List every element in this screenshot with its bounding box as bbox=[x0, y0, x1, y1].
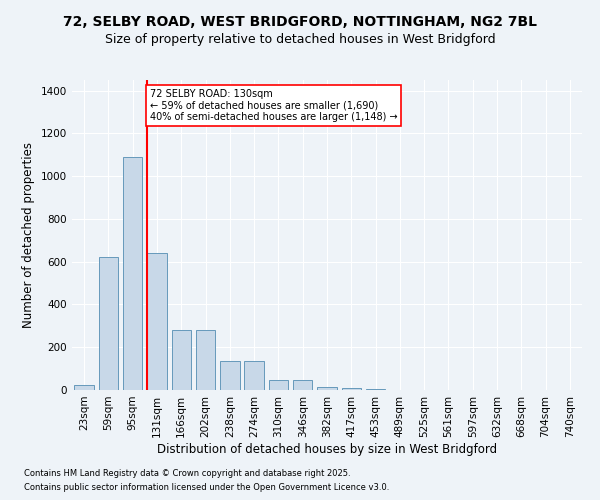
Bar bbox=[172, 330, 191, 390]
X-axis label: Distribution of detached houses by size in West Bridgford: Distribution of detached houses by size … bbox=[157, 442, 497, 456]
Text: Size of property relative to detached houses in West Bridgford: Size of property relative to detached ho… bbox=[104, 32, 496, 46]
Bar bbox=[244, 361, 264, 390]
Bar bbox=[123, 157, 142, 390]
Text: 72, SELBY ROAD, WEST BRIDGFORD, NOTTINGHAM, NG2 7BL: 72, SELBY ROAD, WEST BRIDGFORD, NOTTINGH… bbox=[63, 15, 537, 29]
Text: 72 SELBY ROAD: 130sqm
← 59% of detached houses are smaller (1,690)
40% of semi-d: 72 SELBY ROAD: 130sqm ← 59% of detached … bbox=[150, 88, 397, 122]
Bar bbox=[74, 384, 94, 390]
Bar bbox=[99, 258, 118, 390]
Bar bbox=[147, 253, 167, 390]
Bar bbox=[293, 380, 313, 390]
Y-axis label: Number of detached properties: Number of detached properties bbox=[22, 142, 35, 328]
Bar bbox=[196, 330, 215, 390]
Bar bbox=[220, 361, 239, 390]
Bar bbox=[317, 387, 337, 390]
Bar bbox=[341, 388, 361, 390]
Text: Contains public sector information licensed under the Open Government Licence v3: Contains public sector information licen… bbox=[24, 484, 389, 492]
Text: Contains HM Land Registry data © Crown copyright and database right 2025.: Contains HM Land Registry data © Crown c… bbox=[24, 468, 350, 477]
Bar bbox=[269, 380, 288, 390]
